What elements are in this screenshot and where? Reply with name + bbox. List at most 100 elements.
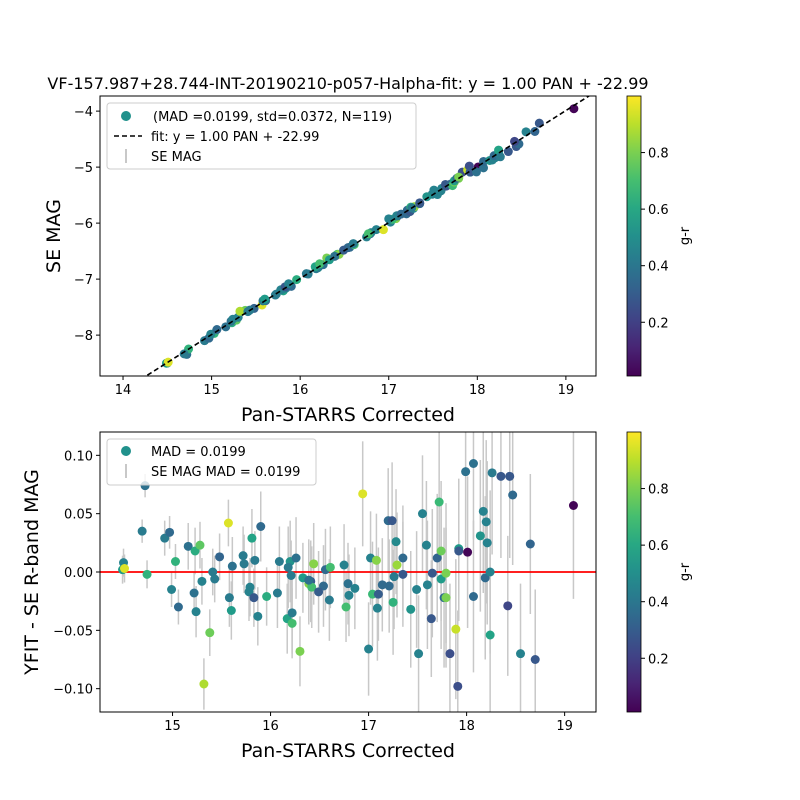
x-tick-label: 16 xyxy=(292,383,309,398)
data-point xyxy=(530,655,540,664)
data-point xyxy=(454,546,464,556)
data-point xyxy=(377,580,387,590)
data-point xyxy=(197,576,207,586)
colorbar-tick-label: 0.4 xyxy=(648,596,669,611)
data-point xyxy=(373,589,383,599)
x-tick-label: 18 xyxy=(458,719,475,734)
data-point xyxy=(210,574,220,584)
data-point xyxy=(389,572,399,582)
data-point xyxy=(223,518,233,528)
y-tick-label: −6 xyxy=(74,217,93,232)
colorbar-tick-label: 0.2 xyxy=(648,316,669,331)
data-point xyxy=(227,561,237,571)
data-point xyxy=(516,649,526,659)
data-point xyxy=(429,185,439,195)
data-point xyxy=(274,557,284,566)
colorbar-frame xyxy=(626,95,642,377)
data-point xyxy=(249,593,259,603)
fit-line xyxy=(144,96,591,376)
data-point xyxy=(510,136,520,146)
data-point xyxy=(205,628,215,638)
data-point xyxy=(478,506,488,516)
data-point xyxy=(286,571,296,580)
data-point xyxy=(170,557,180,566)
data-point xyxy=(468,459,478,468)
data-point xyxy=(325,562,335,572)
data-point xyxy=(173,602,183,612)
data-point xyxy=(569,104,579,114)
data-point xyxy=(505,471,515,481)
data-point xyxy=(453,681,463,691)
data-point xyxy=(441,593,451,603)
data-point xyxy=(314,587,324,597)
legend-entry-mad: MAD = 0.0199 xyxy=(151,445,246,460)
colorbar-tick-label: 0.6 xyxy=(648,539,669,554)
data-point xyxy=(339,560,349,570)
axes-frame xyxy=(99,95,597,377)
colorbar xyxy=(627,432,641,712)
data-point xyxy=(283,562,293,572)
data-point xyxy=(482,538,492,548)
data-point xyxy=(441,568,451,578)
data-point xyxy=(215,552,225,562)
bottom-panel: 15 16 17 18 19 0.10 0.05 0.00 −0.05 −0.10 0.2 0.4 0.… xyxy=(53,431,693,734)
data-point xyxy=(167,585,177,594)
data-point xyxy=(253,611,263,621)
data-point xyxy=(284,279,294,289)
data-point xyxy=(451,624,461,634)
data-point xyxy=(485,630,495,640)
data-point xyxy=(137,526,147,536)
data-point xyxy=(226,606,236,615)
legend-entry-se-mad: SE MAG MAD = 0.0199 xyxy=(151,465,300,480)
data-point xyxy=(272,588,282,598)
colorbar-tick-label: 0.6 xyxy=(648,203,669,218)
x-tick-label: 19 xyxy=(556,719,573,734)
y-tick-label: 0.05 xyxy=(64,508,93,523)
data-point xyxy=(475,531,485,541)
x-tick-label: 15 xyxy=(164,719,181,734)
bottom-legend: MAD = 0.0199 SE MAG MAD = 0.0199 xyxy=(106,438,317,486)
y-tick-label: −0.05 xyxy=(53,624,93,639)
data-point xyxy=(287,618,297,628)
data-point xyxy=(228,314,238,324)
data-point xyxy=(463,547,473,557)
data-point xyxy=(384,581,394,591)
data-point xyxy=(392,560,402,570)
y-tick-label: −0.10 xyxy=(53,683,93,698)
colorbar-frame xyxy=(626,431,642,713)
data-point xyxy=(496,471,506,481)
data-point xyxy=(525,539,535,549)
data-point xyxy=(262,592,272,601)
data-point xyxy=(341,602,351,612)
chart-title: VF-157.987+28.744-INT-20190210-p057-Halp… xyxy=(47,74,648,93)
data-point xyxy=(426,614,436,624)
data-point xyxy=(350,583,360,593)
data-point xyxy=(165,527,175,537)
data-point xyxy=(391,537,401,547)
data-point xyxy=(388,597,398,607)
data-point xyxy=(189,588,199,598)
legend-marker-scatter xyxy=(121,446,131,456)
data-point xyxy=(417,509,427,519)
top-legend: (MAD =0.0199, std=0.0372, N=119) fit: y … xyxy=(106,102,417,170)
data-point xyxy=(195,540,205,550)
data-point xyxy=(307,582,317,592)
colorbar-tick-label: 0.8 xyxy=(648,483,669,498)
data-point xyxy=(406,604,416,614)
top-panel: 14 15 16 17 18 19 −4 −5 −6 −7 −8 0.2 0.4 0.6 0.8 g-r xyxy=(74,95,693,398)
data-point xyxy=(422,580,432,590)
data-point xyxy=(503,147,513,157)
data-point xyxy=(471,167,481,177)
x-tick-label: 14 xyxy=(115,383,132,398)
data-point xyxy=(378,225,388,235)
x-tick-label: 17 xyxy=(380,383,397,398)
data-point xyxy=(235,306,245,316)
colorbar-label: g-r xyxy=(678,562,693,581)
top-y-axis-label: SE MAG xyxy=(43,199,65,273)
data-point xyxy=(238,551,248,561)
data-point xyxy=(422,192,432,202)
data-point xyxy=(212,325,222,335)
data-point xyxy=(287,608,297,618)
data-point xyxy=(315,259,325,269)
